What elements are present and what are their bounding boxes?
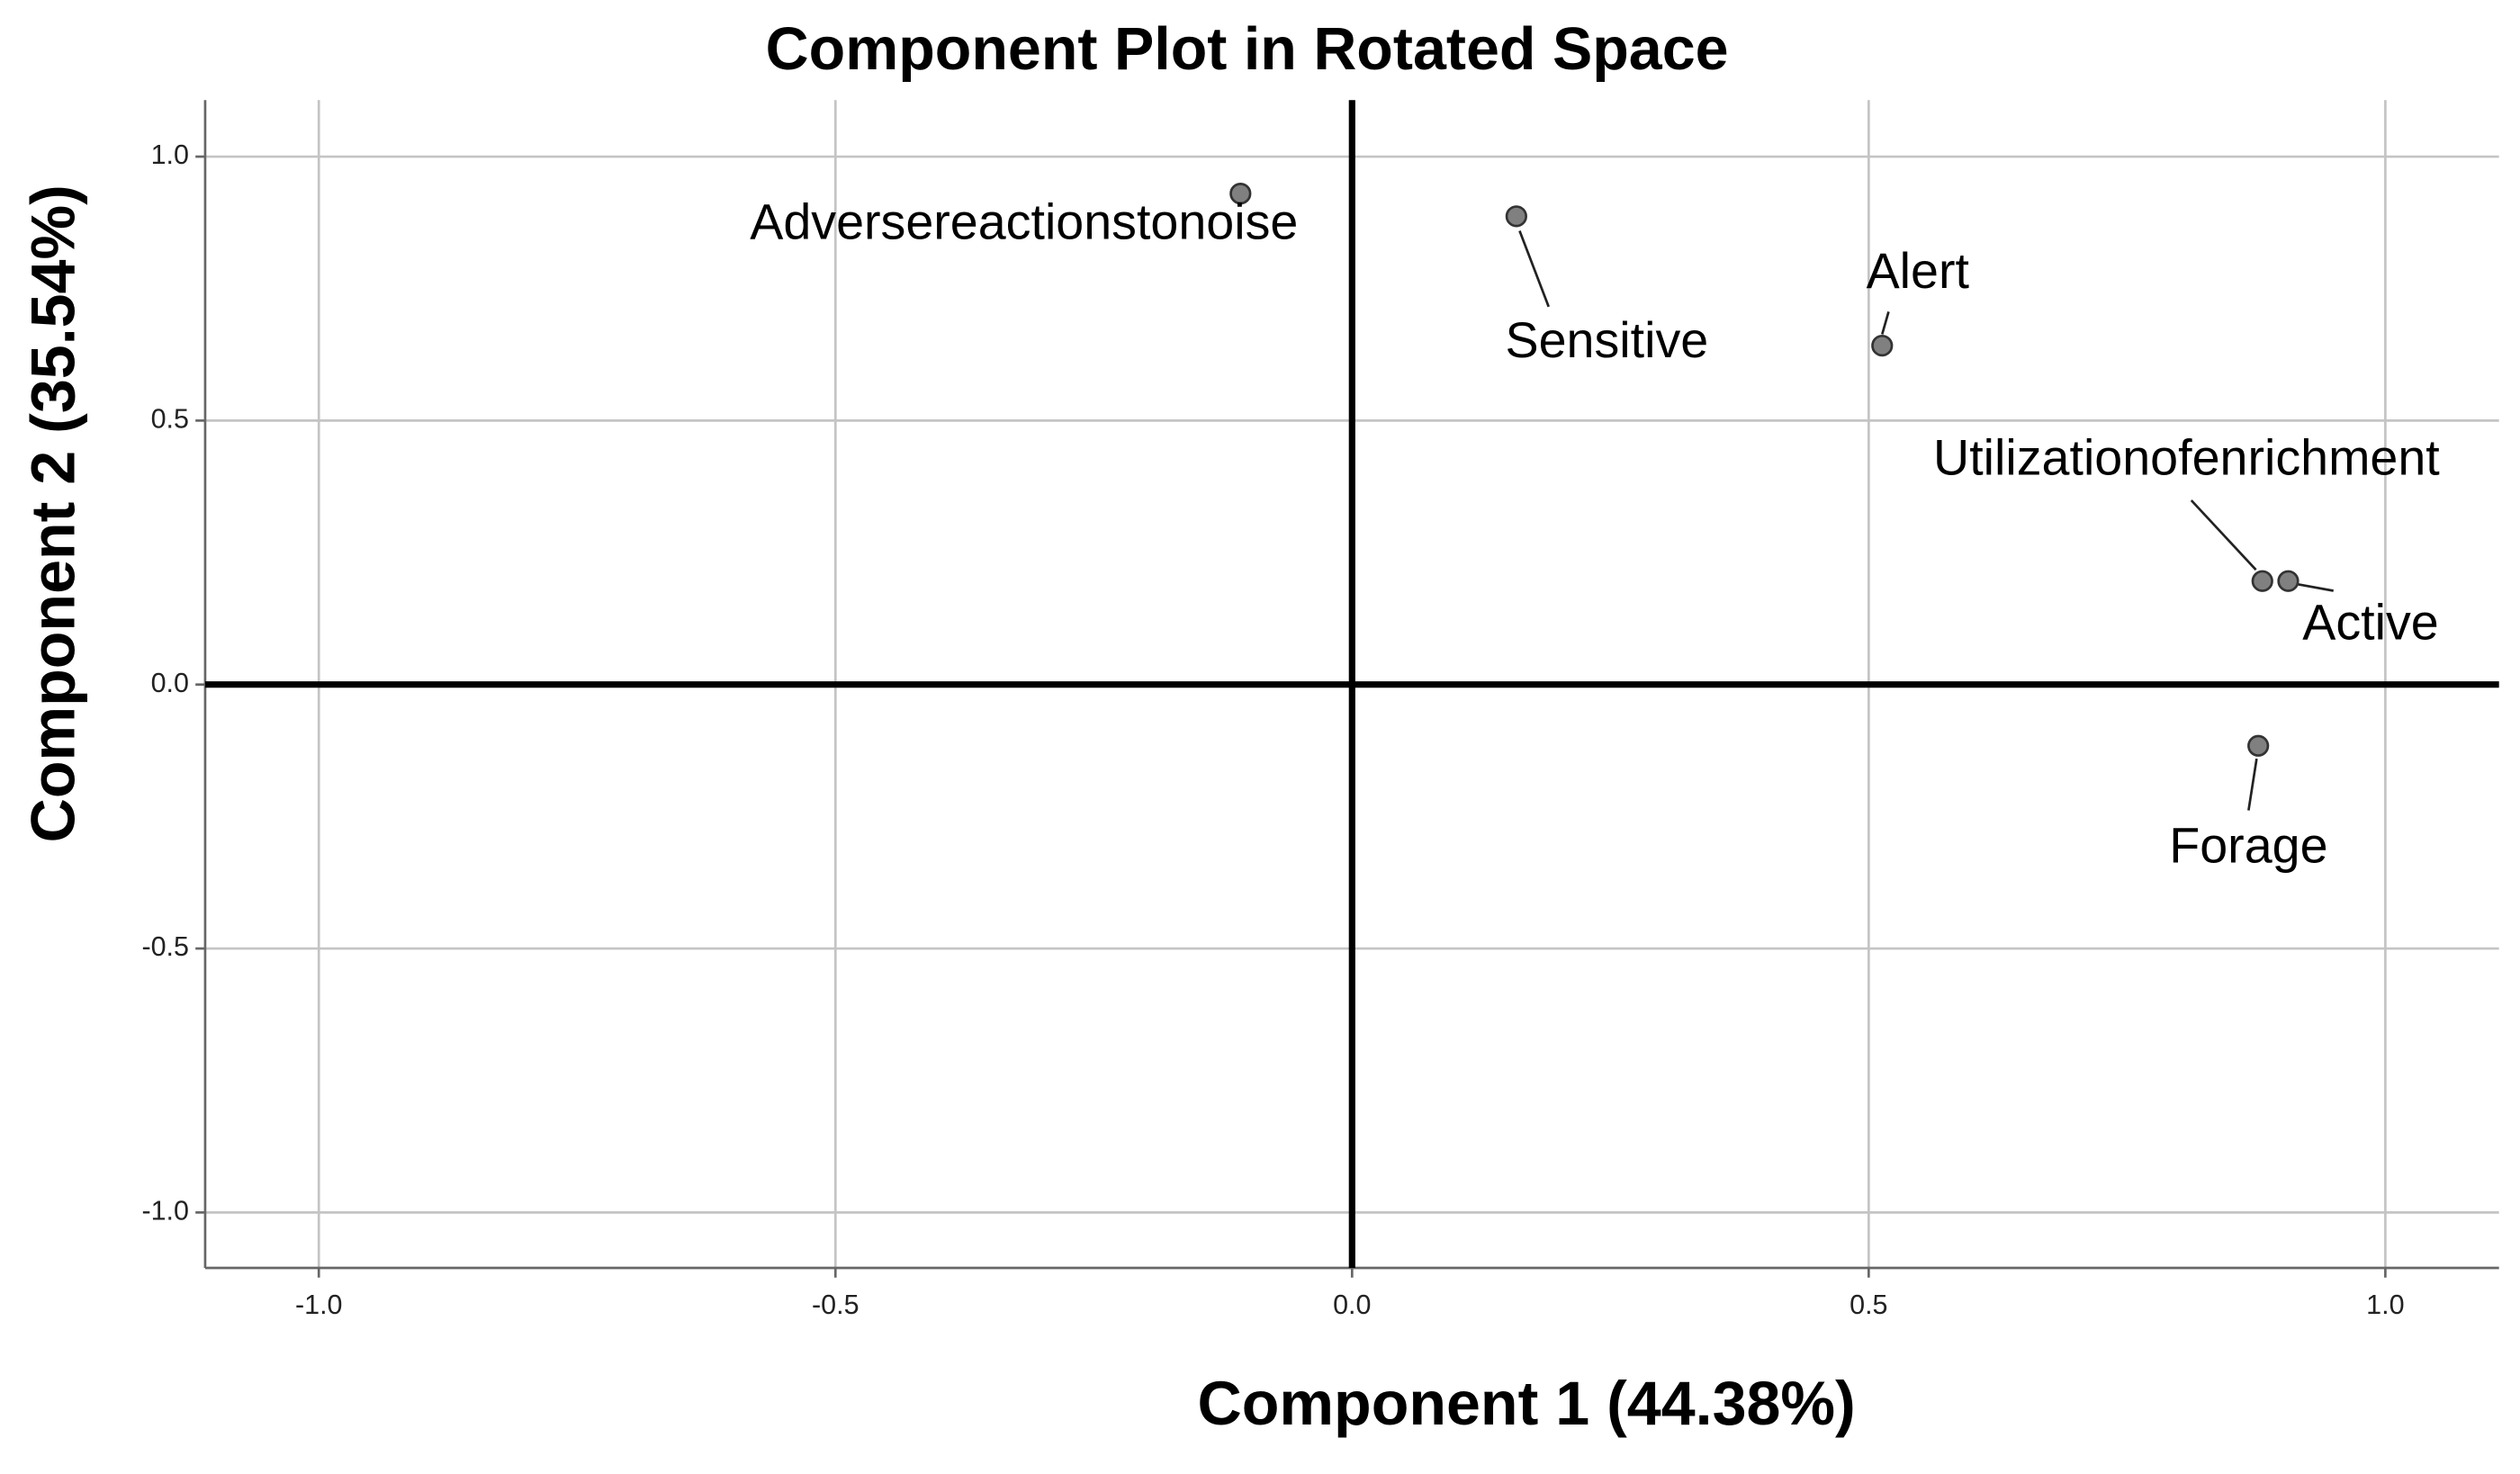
y-tick-label: -0.5	[141, 931, 189, 962]
leader-line	[2190, 499, 2257, 571]
point-label: Sensitive	[1506, 312, 1709, 368]
point	[1871, 334, 1894, 357]
y-axis-label: Component 2 (35.54%)	[20, 184, 88, 842]
y-tick-label: 0.0	[151, 668, 189, 698]
point-label: Adversereactionstonoise	[750, 194, 1298, 250]
x-tick-label: 0.0	[1333, 1290, 1371, 1320]
leader-line	[2247, 758, 2258, 811]
y-tick-label: -1.0	[141, 1195, 189, 1226]
point	[2277, 570, 2300, 592]
point-label: Active	[2302, 595, 2438, 651]
x-tick-label: 1.0	[2366, 1290, 2404, 1320]
point-label: Utilizationofenrichment	[1933, 430, 2440, 486]
x-axis-label: Component 1 (44.38%)	[1198, 1370, 1856, 1438]
leader-line	[1880, 311, 1890, 335]
leader-line	[2297, 582, 2334, 592]
x-tick-label: 0.5	[1850, 1290, 1887, 1320]
point-label: Alert	[1867, 243, 1970, 299]
x-tick-label: -1.0	[295, 1290, 343, 1320]
y-tick-label: 0.5	[151, 403, 189, 434]
point	[1505, 205, 1527, 228]
x-tick-label: -0.5	[812, 1290, 860, 1320]
point-label: Forage	[2169, 817, 2327, 873]
leader-line	[1518, 230, 1551, 308]
point	[2251, 570, 2273, 592]
point	[1229, 183, 1252, 205]
chart-title: Component Plot in Rotated Space	[766, 16, 1729, 83]
y-tick-label: 1.0	[151, 139, 189, 170]
point	[2247, 734, 2270, 757]
